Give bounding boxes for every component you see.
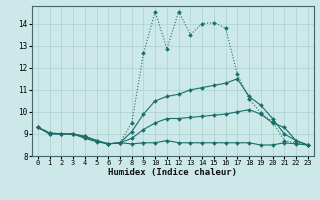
X-axis label: Humidex (Indice chaleur): Humidex (Indice chaleur): [108, 168, 237, 177]
